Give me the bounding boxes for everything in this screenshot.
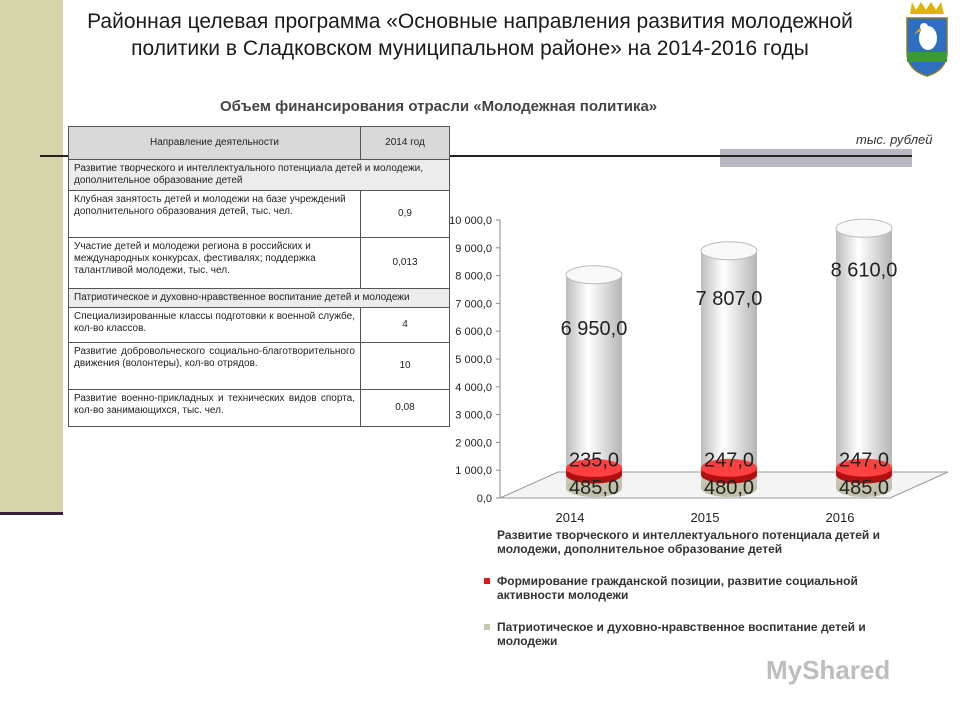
segment-edge <box>566 458 622 477</box>
coat-of-arms-icon <box>906 2 948 77</box>
header-direction: Направление деятельности <box>68 126 361 160</box>
y-tick-label: 2 000,0 <box>455 437 492 449</box>
cylinder-base <box>701 479 757 497</box>
legend-item: Патриотическое и духовно-нравственное во… <box>484 620 914 648</box>
row-label: Участие детей и молодежи региона в росси… <box>68 237 361 289</box>
legend-item: Развитие творческого и интеллектуального… <box>484 528 914 556</box>
legend-swatch <box>484 578 490 584</box>
cylinder-top <box>700 241 758 261</box>
y-tick-label: 4 000,0 <box>455 382 492 394</box>
y-tick-label: 1 000,0 <box>455 465 492 477</box>
data-label-patriotic: 485,0 <box>569 477 619 499</box>
segment-edge <box>836 458 892 477</box>
data-label-creative: 8 610,0 <box>831 259 898 281</box>
funding-chart: 0,0 1 000,0 2 000,0 3 000,0 4 000,0 5 000,0 6 … <box>449 215 949 525</box>
chart-legend: Развитие творческого и интеллектуального… <box>484 528 914 666</box>
row-value: 0,08 <box>360 389 450 427</box>
y-tick-label: 6 000,0 <box>455 326 492 338</box>
y-tick-label: 7 000,0 <box>455 298 492 310</box>
row-label: Клубная занятость детей и молодежи на ба… <box>68 190 361 238</box>
table-section-row: Патриотическое и духовно-нравственное во… <box>68 288 450 308</box>
table-header-row: Направление деятельности 2014 год <box>68 126 450 160</box>
data-label-patriotic: 485,0 <box>839 477 889 499</box>
data-label-civic: 235,0 <box>569 450 619 472</box>
data-label-civic: 247,0 <box>839 450 889 472</box>
cylinder-body <box>836 228 892 488</box>
side-bar-underline <box>0 512 63 515</box>
row-value: 4 <box>360 307 450 343</box>
cylinder-base <box>836 479 892 497</box>
y-tick-label: 0,0 <box>477 493 492 505</box>
section-title: Патриотическое и духовно-нравственное во… <box>68 288 450 308</box>
chart-subtitle: Объем финансирования отрасли «Молодежная… <box>220 98 658 115</box>
legend-label: Патриотическое и духовно-нравственное во… <box>497 620 866 648</box>
y-tick-label: 10 000,0 <box>449 215 492 227</box>
cylinder-body <box>701 250 757 488</box>
data-label-civic: 247,0 <box>704 450 754 472</box>
x-tick-label: 2015 <box>691 510 720 525</box>
activity-table: Направление деятельности 2014 год Развит… <box>68 126 450 427</box>
table-row: Участие детей и молодежи региона в росси… <box>68 237 450 289</box>
y-tick-label: 8 000,0 <box>455 271 492 283</box>
data-label-patriotic: 480,0 <box>704 477 754 499</box>
y-tick-label: 9 000,0 <box>455 243 492 255</box>
header-divider <box>40 155 912 157</box>
segment-edge <box>701 458 757 477</box>
row-label: Специализированные классы подготовки к в… <box>68 307 361 343</box>
legend-label: Формирование гражданской позиции, развит… <box>497 574 858 602</box>
row-label: Развитие военно-прикладных и технических… <box>68 389 361 427</box>
row-value: 0,013 <box>360 237 450 289</box>
row-label: Развитие добровольческого социально-благ… <box>68 342 361 390</box>
cylinder-top <box>835 218 893 238</box>
table-row: Развитие военно-прикладных и технических… <box>68 389 450 427</box>
section-title: Развитие творческого и интеллектуального… <box>68 159 450 191</box>
x-tick-label: 2016 <box>826 510 855 525</box>
table-row: Клубная занятость детей и молодежи на ба… <box>68 190 450 238</box>
watermark: MyShared <box>766 655 891 685</box>
data-label-creative: 7 807,0 <box>696 288 763 310</box>
decorative-gray-bar <box>720 149 912 167</box>
cylinder-body <box>566 274 622 488</box>
page-title: Районная целевая программа «Основные нап… <box>87 10 853 60</box>
table-row: Специализированные классы подготовки к в… <box>68 307 450 343</box>
cylinder-base <box>566 479 622 497</box>
table-row: Развитие добровольческого социально-благ… <box>68 342 450 390</box>
row-value: 10 <box>360 342 450 390</box>
cylinder-top <box>565 265 623 285</box>
header-year: 2014 год <box>360 126 450 160</box>
legend-label: Развитие творческого и интеллектуального… <box>497 528 880 556</box>
decorative-side-bar <box>0 0 63 515</box>
x-tick-label: 2014 <box>556 510 585 525</box>
legend-swatch <box>484 624 490 630</box>
legend-swatch <box>484 532 490 538</box>
y-tick-label: 3 000,0 <box>455 410 492 422</box>
legend-item: Формирование гражданской позиции, развит… <box>484 574 914 602</box>
units-label: тыс. рублей <box>856 132 933 147</box>
table-section-row: Развитие творческого и интеллектуального… <box>68 159 450 191</box>
row-value: 0,9 <box>360 190 450 238</box>
y-tick-label: 5 000,0 <box>455 354 492 366</box>
data-label-creative: 6 950,0 <box>561 318 628 340</box>
